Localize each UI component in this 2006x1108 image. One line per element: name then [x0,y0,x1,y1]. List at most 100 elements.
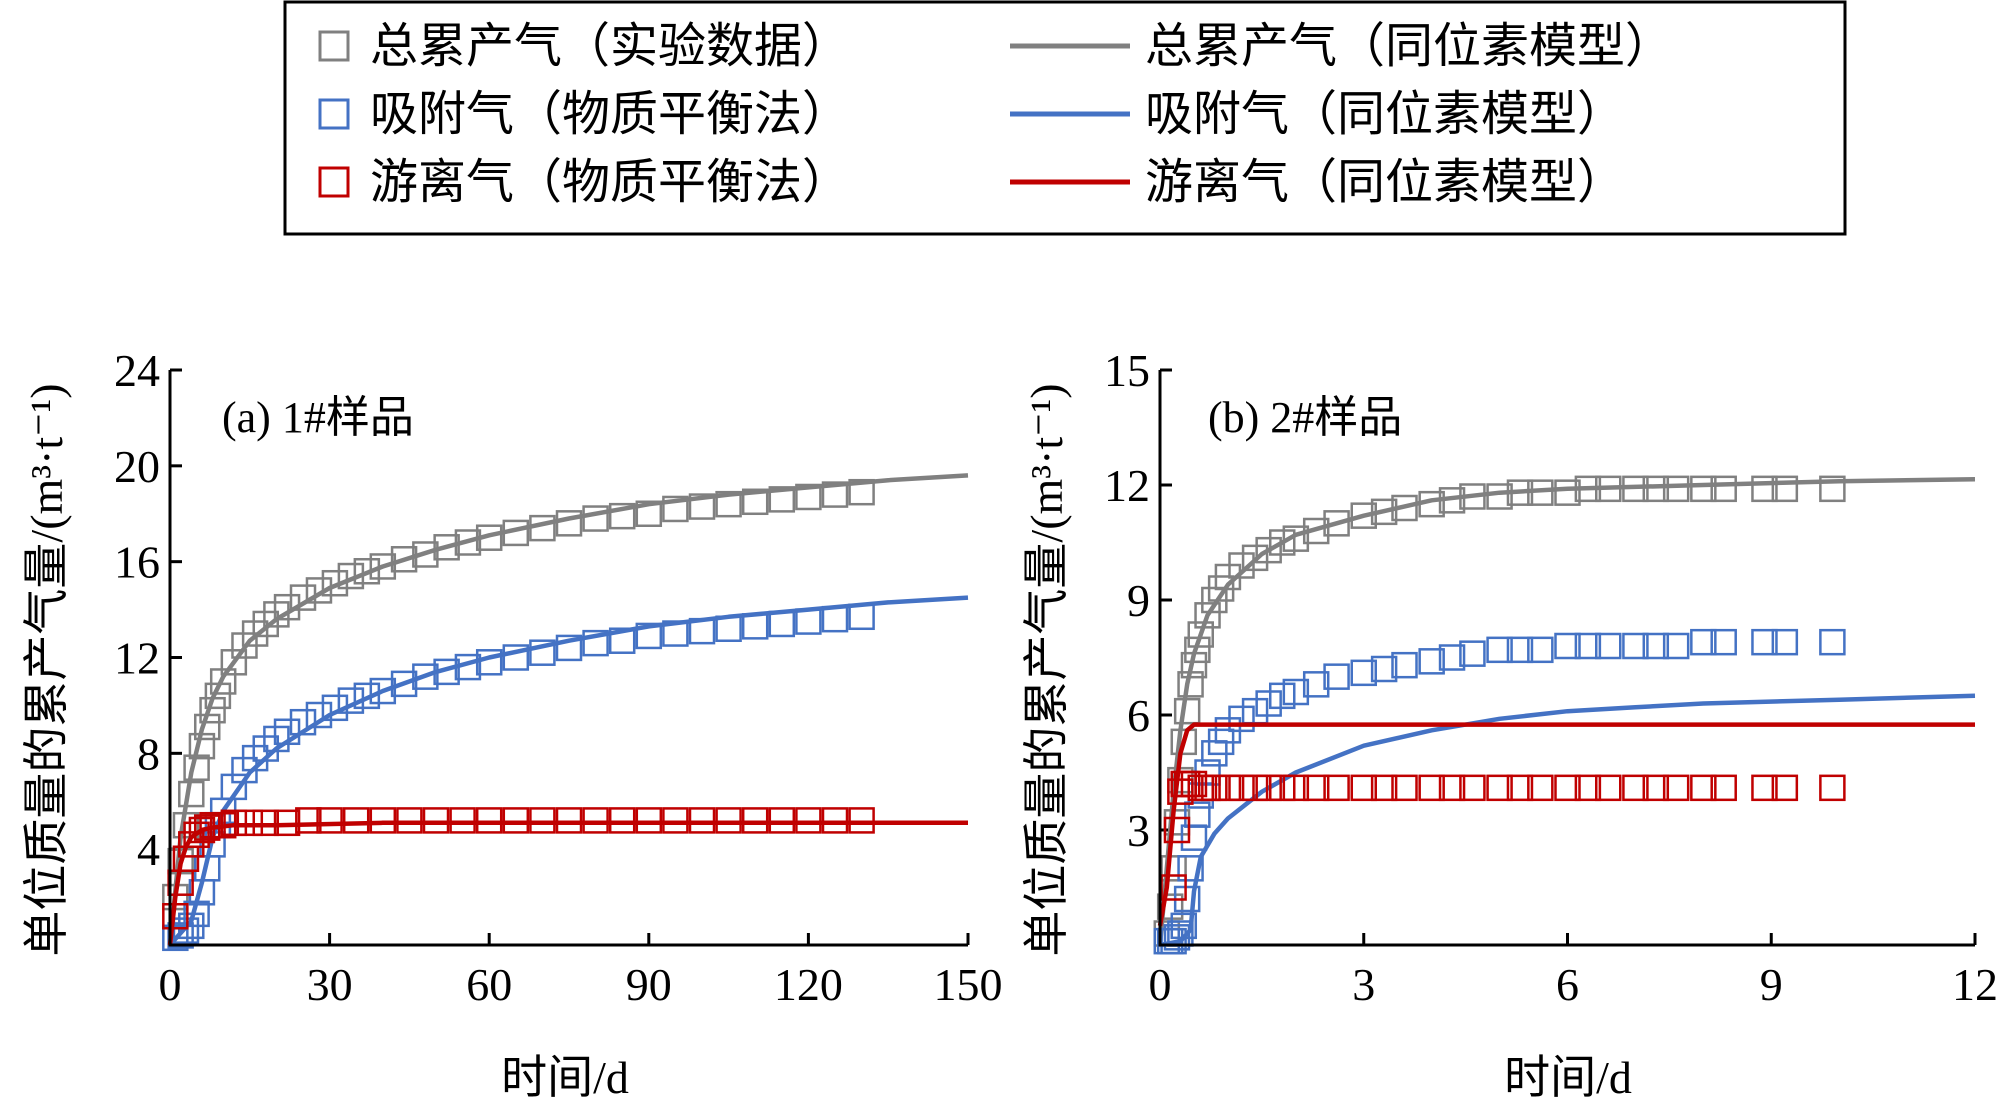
data-point [353,682,381,710]
data-point [1201,774,1228,802]
data-point [220,649,248,676]
data-point [768,807,796,834]
data-point [342,807,370,834]
legend-item: 游离气（物质平衡法） [318,154,850,210]
legend-item: 总累产气（实验数据） [318,18,850,74]
data-point [1214,774,1242,802]
data-point [1486,483,1513,510]
y-tick-label: 20 [114,441,160,492]
legend-label: 吸附气（同位素模型） [1145,86,1625,142]
data-point [768,610,796,638]
data-point [1194,602,1221,629]
series [167,820,968,946]
series [162,603,875,952]
data-point [1662,632,1690,660]
x-tick-label: 9 [1760,959,1783,1010]
series-line [167,473,969,946]
y-tick-label: 6 [1127,690,1150,741]
data-point [688,493,716,520]
data-point [1418,648,1445,675]
y-tick-label: 3 [1127,805,1150,856]
legend-item: 吸附气（同位素模型） [1010,86,1625,142]
y-tick-label: 12 [1104,460,1150,511]
data-point [1771,475,1799,503]
data-point [1554,774,1581,802]
data-point [1180,824,1208,851]
data-point [1160,855,1187,882]
data-point [1751,475,1778,503]
data-point [582,629,609,657]
data-point [1642,774,1670,802]
data-point [1486,636,1513,664]
data-point [1370,655,1398,683]
data-point [715,490,742,518]
data-point [1167,778,1194,805]
series [167,473,969,946]
series [162,807,875,930]
data-point [1180,770,1208,798]
data-point [821,605,849,633]
data-point [412,541,439,568]
y-tick-label: 15 [1104,345,1150,396]
y-tick-label: 9 [1127,575,1150,626]
series [162,478,875,911]
series-line [1157,476,1976,946]
data-point [1370,774,1398,802]
y-tick-label: 12 [114,633,160,684]
data-point [741,807,769,834]
data-point [1527,636,1554,664]
data-point [1156,893,1184,920]
data-point [1662,774,1690,802]
x-tick-label: 30 [307,959,353,1010]
data-point [582,505,609,532]
legend-marker-icon [318,98,350,130]
data-point [529,639,556,666]
data-point [1574,632,1602,660]
data-point [1391,774,1418,802]
series [1159,693,1976,948]
panel-a-label: (a) 1#样品 [222,393,414,442]
data-point [1323,510,1350,537]
data-point [715,807,742,834]
series-line [1159,693,1976,948]
chart-panel-b: (b) 2#样品 时间/d 单位质量的累产气量/(m³·t⁻¹) 3 6 9 12 15… [1021,345,1998,1103]
legend-label: 游离气（物质平衡法） [370,154,850,210]
data-point [1160,927,1187,955]
data-point [1350,659,1377,687]
data-point [608,502,636,530]
data-point [635,622,663,650]
x-tick-label: 0 [159,959,182,1010]
data-point [795,483,822,511]
data-point [1819,628,1846,656]
data-point [1302,774,1330,802]
series [1153,475,1846,947]
data-point [1595,632,1622,660]
data-point [1690,628,1717,656]
data-point [795,807,822,834]
data-point [183,821,210,849]
series [1157,476,1976,946]
legend-marker-icon [318,30,350,62]
data-point [768,486,796,513]
data-point [1187,621,1214,648]
x-tick-label: 12 [1952,959,1998,1010]
data-point [662,495,689,523]
y-tick-label: 8 [137,728,160,779]
data-point [1255,690,1282,717]
data-point [412,663,439,690]
data-point [188,816,216,844]
data-point [715,615,742,642]
data-point [1282,525,1310,552]
data-point [369,553,397,580]
panel-a-ylabel: 单位质量的累产气量/(m³·t⁻¹) [21,383,72,956]
data-point [295,807,322,834]
legend-item: 总累产气（同位素模型） [1010,18,1673,74]
data-point [1459,774,1486,802]
legend-item: 吸附气（物质平衡法） [318,86,850,142]
data-point [1418,774,1445,802]
data-point [305,577,333,604]
data-point [1595,774,1622,802]
data-point [1527,774,1554,802]
data-point [555,510,583,537]
